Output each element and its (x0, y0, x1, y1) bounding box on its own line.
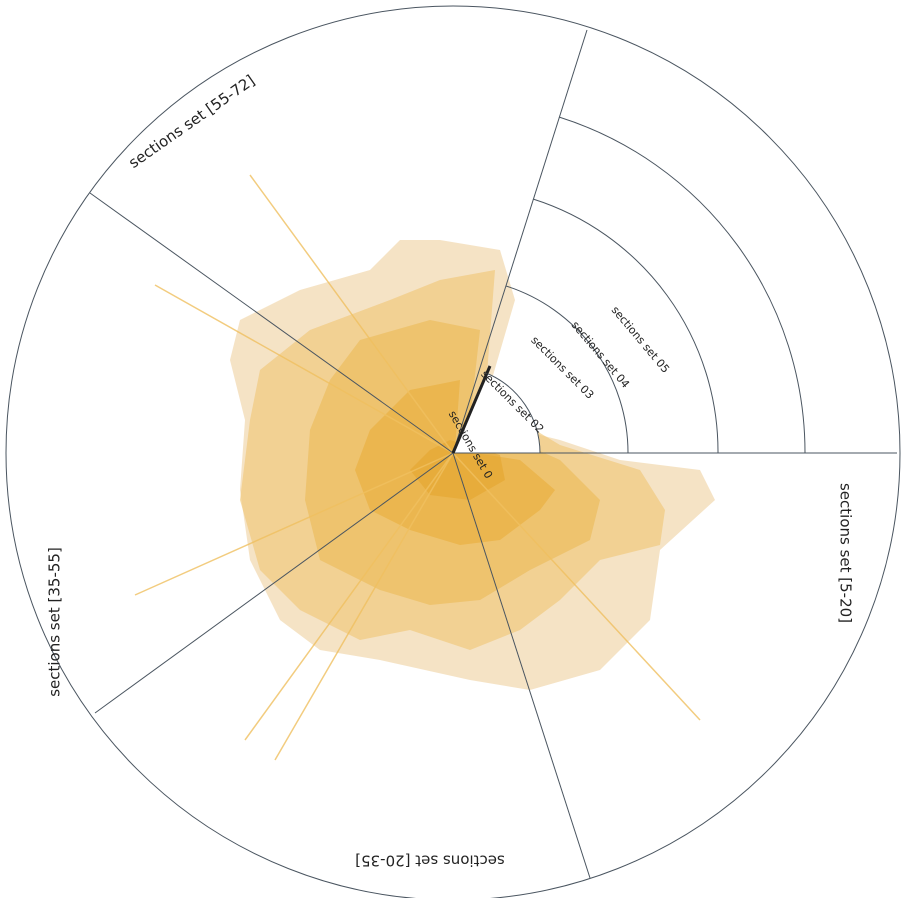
ring (505, 285, 629, 454)
ray (244, 452, 454, 741)
divider (452, 452, 591, 879)
ray (249, 174, 454, 454)
ray (452, 452, 701, 721)
blobs (230, 240, 715, 690)
ring (558, 116, 806, 454)
sector-label: sections set [5-20] (837, 483, 855, 623)
divider (89, 192, 454, 454)
outer-circle (5, 5, 901, 898)
sector-label: sections set [20-35] (355, 852, 505, 870)
sector-label: sections set [55-72] (125, 71, 258, 172)
rays (134, 174, 701, 761)
ray (154, 284, 454, 454)
dividers (5, 5, 901, 898)
ray (274, 452, 454, 761)
ray (134, 452, 454, 596)
divider (94, 452, 454, 714)
ring (532, 198, 719, 454)
divider (452, 29, 588, 454)
white-sector (453, 373, 540, 453)
divider-bold (451, 365, 492, 454)
ring (485, 372, 541, 454)
sector-label: sections set [35-55] (46, 547, 64, 697)
